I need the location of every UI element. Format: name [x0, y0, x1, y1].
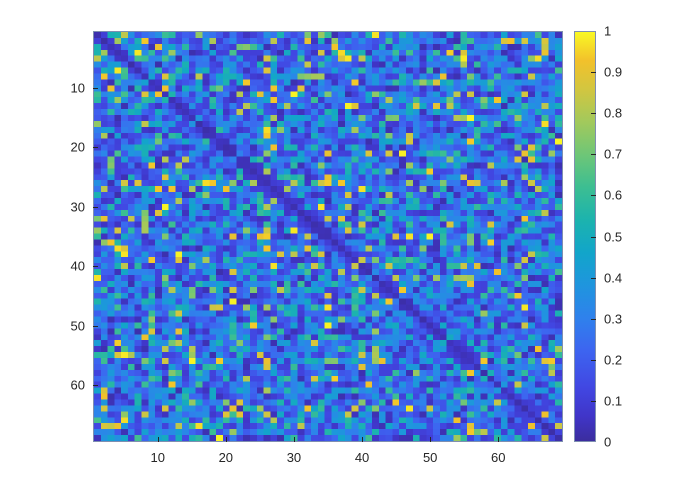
x-tick-label-40: 40: [354, 450, 370, 465]
colorbar-tick-label-0.6: 0.6: [604, 187, 623, 203]
colorbar-tick-label-0.9: 0.9: [604, 64, 623, 80]
heatmap-axes[interactable]: [93, 31, 563, 442]
x-tick-label-20: 20: [218, 450, 234, 465]
y-tick-label-50: 50: [70, 318, 85, 334]
colorbar-tick-label-0.8: 0.8: [604, 105, 623, 121]
x-tick-label-10: 10: [150, 450, 165, 465]
colorbar-tick-mark: [591, 113, 596, 114]
colorbar-gradient: [575, 32, 595, 441]
y-tick-mark: [93, 207, 98, 208]
colorbar-tick-mark: [591, 401, 596, 402]
y-tick-mark: [93, 385, 98, 386]
colorbar-tick-mark: [591, 237, 596, 238]
colorbar-tick-label-0.7: 0.7: [604, 146, 623, 162]
heatmap-image[interactable]: [94, 32, 562, 441]
colorbar-tick-label-0.5: 0.5: [604, 229, 623, 244]
x-tick-mark: [294, 437, 295, 442]
colorbar-tick-label-0.4: 0.4: [604, 270, 623, 286]
y-tick-label-20: 20: [70, 139, 85, 155]
y-tick-mark: [93, 88, 98, 89]
x-tick-label-30: 30: [286, 450, 302, 465]
x-tick-label-50: 50: [422, 450, 438, 465]
y-tick-label-30: 30: [70, 199, 85, 215]
x-tick-mark: [362, 437, 363, 442]
x-tick-label-60: 60: [491, 450, 506, 465]
colorbar-tick-mark: [591, 360, 596, 361]
x-tick-mark: [498, 437, 499, 442]
colorbar-tick-label-0.1: 0.1: [604, 393, 623, 409]
colorbar-tick-label-0.3: 0.3: [604, 311, 623, 327]
y-tick-mark: [93, 266, 98, 267]
x-tick-mark: [158, 437, 159, 442]
x-tick-mark: [430, 437, 431, 442]
y-tick-mark: [93, 326, 98, 327]
y-tick-label-10: 10: [70, 80, 85, 96]
colorbar-tick-label-1: 1: [604, 23, 612, 39]
y-tick-mark: [93, 147, 98, 148]
colorbar-tick-label-0.2: 0.2: [604, 352, 623, 368]
colorbar-tick-label-0: 0: [604, 434, 612, 450]
x-tick-mark: [226, 437, 227, 442]
colorbar-tick-mark: [591, 195, 596, 196]
y-tick-label-40: 40: [70, 258, 85, 274]
colorbar-tick-mark: [591, 154, 596, 155]
y-tick-label-60: 60: [70, 377, 85, 393]
colorbar-tick-mark: [591, 278, 596, 279]
colorbar-tick-mark: [591, 72, 596, 73]
colorbar-tick-mark: [591, 319, 596, 320]
colorbar[interactable]: [574, 31, 596, 442]
